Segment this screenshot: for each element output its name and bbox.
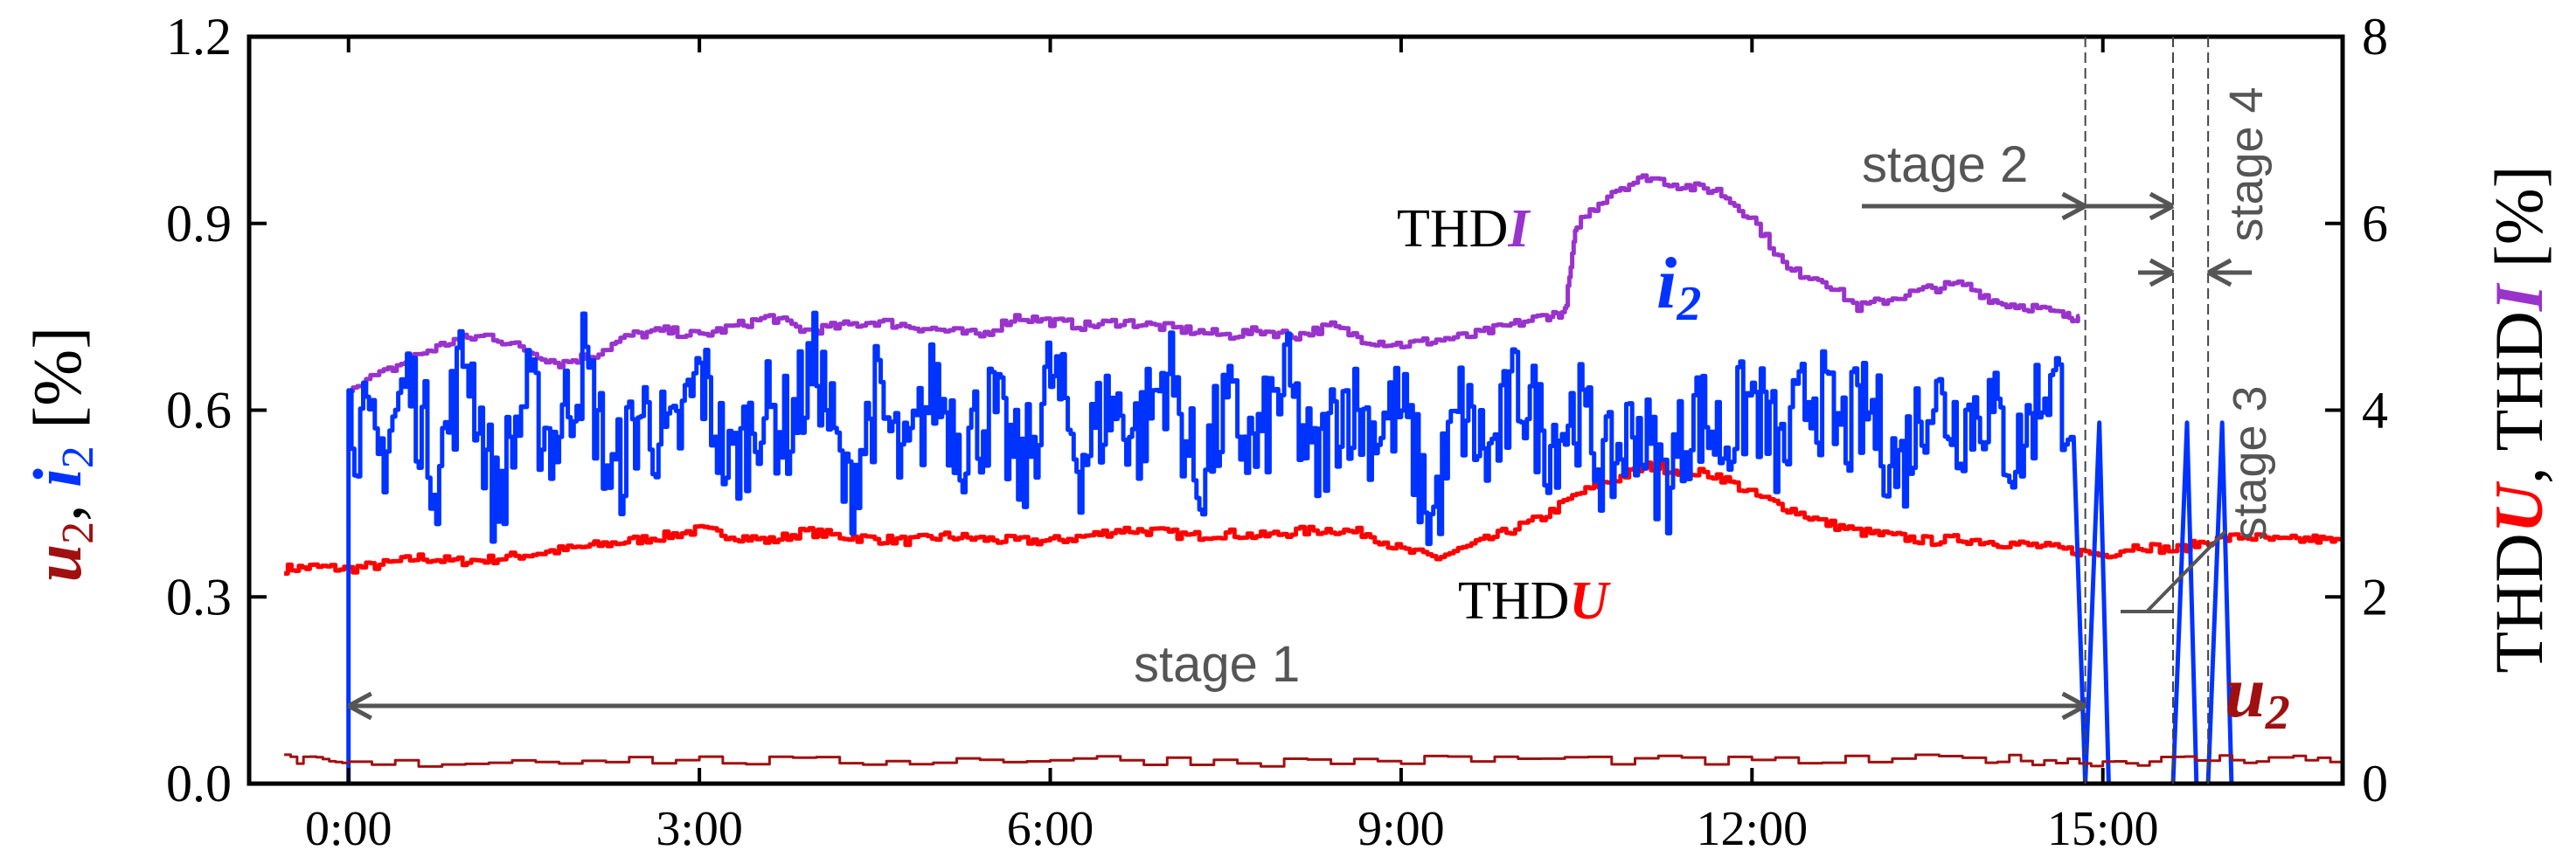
- stage-4-arrow-left: [2149, 258, 2175, 287]
- x-tick-label-3: 9:00: [1357, 802, 1445, 856]
- series-label-thdu: THDU: [1458, 571, 1611, 631]
- stage-4-label: stage 4: [2220, 86, 2273, 241]
- tick-layer: 0:00 3:00 6:00 9:00 12:00 15:00 0.0 0.3 0.6 0.9 1.…: [166, 8, 2388, 856]
- y-right-tick-label-3: 6: [2362, 195, 2388, 252]
- y-axis-left-label: u2, i2 [%]: [19, 327, 103, 583]
- y-left-tick-label-2: 0.6: [166, 382, 232, 439]
- stage-3-pointer: [2120, 529, 2227, 613]
- series-label-thdi: THDI: [1397, 199, 1531, 259]
- stage-1-label: stage 1: [1134, 636, 1300, 693]
- stage-4-arrow-right: [2206, 258, 2232, 287]
- series-label-i2: i2: [1656, 243, 1701, 331]
- stage-2-arrow-right: [2149, 191, 2175, 221]
- series-thdi: [348, 173, 2080, 394]
- series-i2: [346, 310, 2343, 786]
- annotation-layer: stage 1 stage 2 stage 4 stage 3: [347, 37, 2276, 784]
- stage-2-label: stage 2: [1862, 136, 2028, 193]
- y-left-tick-label-0: 0.0: [166, 755, 232, 812]
- y-left-tick-label-1: 0.3: [166, 568, 232, 626]
- stage-3-label: stage 3: [2224, 385, 2276, 540]
- x-tick-label-2: 6:00: [1007, 802, 1094, 856]
- stage-2-arrow-left: [2061, 191, 2086, 221]
- x-tick-label-5: 15:00: [2047, 802, 2159, 856]
- series-thdu: [284, 460, 2343, 576]
- x-tick-label-4: 12:00: [1697, 802, 1809, 856]
- y-right-tick-label-2: 4: [2362, 382, 2388, 439]
- y-axis-right-label: THDU, THDI [%]: [2481, 165, 2557, 673]
- series-layer: [284, 173, 2343, 786]
- y-right-tick-label-4: 8: [2362, 8, 2388, 66]
- x-tick-label-1: 3:00: [656, 802, 743, 856]
- y-left-tick-label-3: 0.9: [166, 195, 232, 252]
- y-right-tick-label-0: 0: [2362, 755, 2388, 812]
- x-tick-label-0: 0:00: [305, 802, 392, 856]
- series-label-u2: u2: [2225, 652, 2290, 740]
- y-left-tick-label-4: 1.2: [166, 8, 232, 66]
- stage-1-arrow-right: [2061, 691, 2086, 721]
- stage-1-arrow-left: [347, 691, 372, 721]
- series-u2: [284, 753, 2343, 768]
- y-right-tick-label-1: 2: [2362, 568, 2388, 626]
